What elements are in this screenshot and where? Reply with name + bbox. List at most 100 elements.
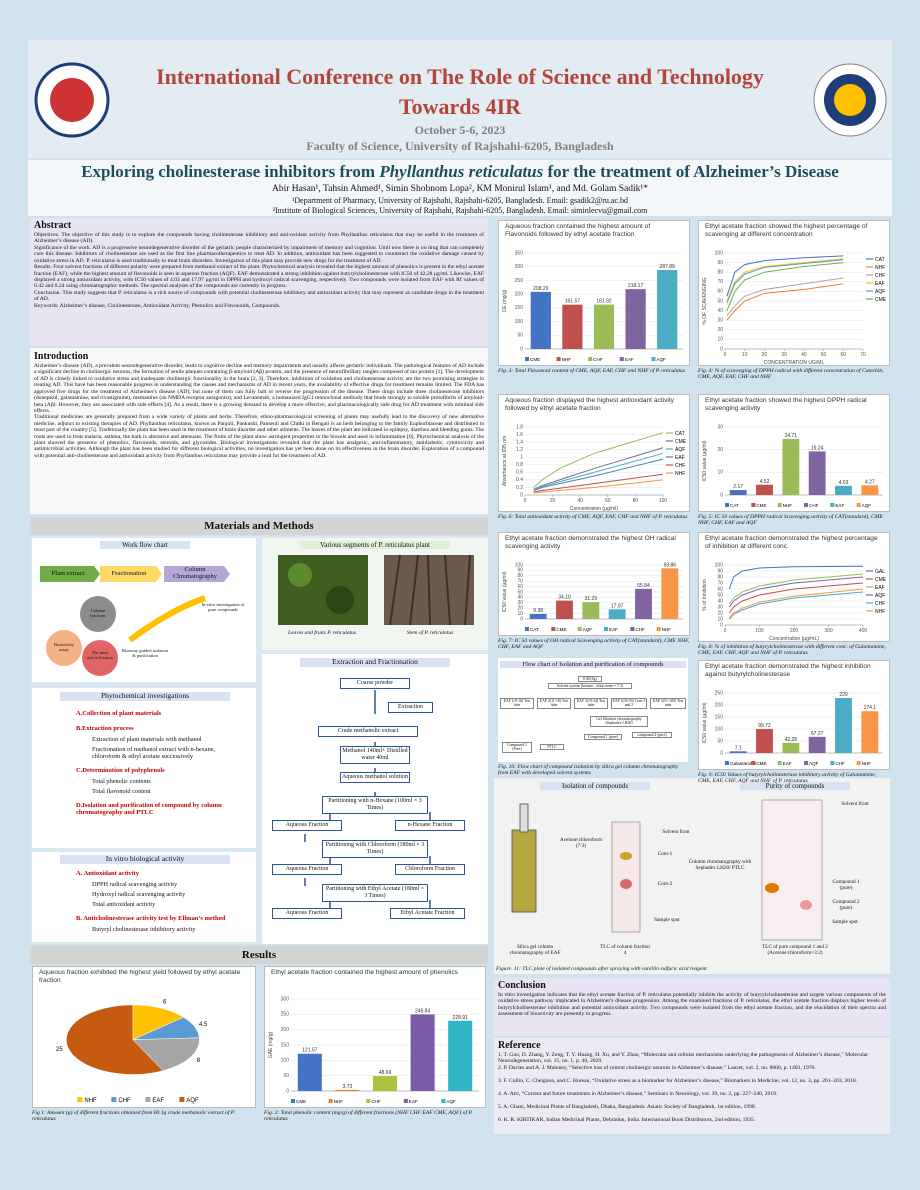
- line: [728, 573, 864, 605]
- flow-node: EAF(8g): [578, 676, 602, 683]
- list-item: Extraction of plant materials with metha…: [92, 736, 202, 743]
- data-label: 228.91: [453, 1015, 469, 1021]
- flow-node: EAF 5(51-100) Test tube: [650, 698, 686, 709]
- legend-label: AQF: [675, 447, 685, 453]
- flow-node: Ethyl Acetate Fraction: [390, 908, 465, 919]
- photo: [288, 563, 312, 587]
- bar: [335, 1089, 360, 1091]
- flow-node: Methanol 140ml+ Distilled water 40ml: [340, 746, 410, 764]
- legend-label: EAF: [409, 1099, 418, 1104]
- legend-swatch: [291, 1099, 295, 1103]
- reference: 3. F. Collin, C. Cheignon, and C. Hureau…: [498, 1078, 858, 1084]
- flow-node: Compound 1 (pure): [584, 734, 622, 741]
- photo-caption: Leaves and fruits P. reticulatus: [288, 630, 356, 636]
- legend-label: CHF: [118, 1098, 131, 1104]
- y-tick-label: 100: [715, 250, 724, 256]
- data-label: 2.17: [733, 484, 743, 490]
- cycle-label: The most active fraction: [87, 650, 113, 661]
- flow-node: Gel filtration chromatography (Sephadex …: [590, 716, 648, 727]
- legend-label: CHF: [635, 627, 645, 632]
- y-tick-label: 20: [717, 447, 723, 453]
- data-label: 93.86: [664, 562, 677, 568]
- legend-label: NHF: [662, 627, 672, 632]
- legend-label: NHF: [875, 609, 885, 615]
- figure-title: Ethyl acetate fraction demonstrated the …: [705, 535, 878, 550]
- data-label: 48.69: [379, 1070, 392, 1076]
- label: Com-2: [657, 881, 673, 887]
- caption: Fig. 5: IC 50 values of DPPH radical Sca…: [698, 514, 883, 527]
- y-axis-label: CE (mg/g): [502, 289, 508, 312]
- figure-title: Aqueous fraction contained the highest a…: [505, 223, 651, 238]
- data-label: 42.28: [785, 737, 798, 743]
- x-tick-label: 20: [762, 352, 768, 358]
- line: [533, 458, 664, 491]
- line: [533, 432, 664, 488]
- data-label: 55.84: [637, 583, 650, 589]
- legend-label: AQF: [186, 1098, 199, 1104]
- legend-swatch: [366, 1099, 371, 1103]
- panel-title: Phytochemical investigations: [60, 691, 230, 701]
- label: TLC of pure compound 1 and 2 (Acetone:ch…: [762, 944, 828, 956]
- gear: [82, 640, 118, 676]
- bar: [529, 613, 547, 619]
- legend-swatch: [551, 627, 556, 631]
- legend-label: EAF: [875, 281, 885, 287]
- reference: 4. A. Atri, “Current and future treatmen…: [498, 1091, 778, 1097]
- paragraph: Traditional medicines are generally prep…: [34, 414, 484, 459]
- data-label: 121.57: [302, 1048, 318, 1054]
- poster-title: Exploring cholinesterase inhibitors from…: [40, 162, 880, 182]
- data-label: 6: [163, 999, 167, 1005]
- y-tick-label: 0: [720, 492, 723, 498]
- references-panel: [494, 1038, 890, 1134]
- bar: [530, 291, 551, 349]
- data-label: 19.24: [811, 445, 824, 451]
- chart: 6 4.5 8 25 NHF CHF EAF AQF: [56, 999, 208, 1104]
- y-tick-label: 90: [517, 568, 523, 574]
- x-tick-label: 30: [781, 352, 787, 358]
- pie-slice: [132, 1037, 200, 1072]
- photo: [326, 586, 354, 614]
- x-tick-label: 60: [841, 352, 847, 358]
- flow-node: n-Hexane Fraction: [395, 820, 465, 831]
- list-item: Total phenolic contents: [92, 778, 151, 785]
- bar: [562, 304, 583, 349]
- figure: Aqueous fraction displayed the highest a…: [498, 394, 690, 512]
- list-item: Butyryl cholinesterase inhibitory activi…: [92, 926, 196, 933]
- y-tick-label: 60: [517, 584, 523, 590]
- data-label: 4.03: [839, 480, 849, 486]
- title-part: Phyllanthus reticulatus: [379, 162, 544, 181]
- step: [164, 566, 230, 582]
- y-tick-label: 20: [717, 610, 723, 616]
- line: [728, 576, 864, 608]
- data-label: 3.73: [343, 1084, 353, 1090]
- flow-node: Partitioning with Ethyl Acetate (180ml ×…: [322, 884, 428, 902]
- bar: [729, 490, 747, 495]
- y-tick-label: 0.4: [516, 477, 523, 483]
- data-label: 208.29: [533, 286, 549, 292]
- flow-node: Partitioning with Chloroform (180ml × 3 …: [322, 840, 428, 858]
- data-label: 218.17: [628, 283, 644, 289]
- legend-swatch: [751, 503, 756, 507]
- y-tick-label: 200: [715, 702, 724, 708]
- x-tick-label: 300: [824, 628, 833, 634]
- flow-node: PTLC: [540, 744, 564, 751]
- y-tick-label: 0: [720, 750, 723, 756]
- data-label: 174.1: [864, 705, 877, 711]
- legend-label: EAF: [625, 357, 634, 362]
- list-heading: D.Isolation and purification of compound…: [76, 802, 222, 817]
- line: [726, 283, 844, 321]
- label: Solvent front: [662, 829, 690, 835]
- reference: 5. A. Ghani, Medicinal Plants of Banglad…: [498, 1104, 757, 1110]
- bar: [782, 438, 800, 495]
- y-tick-label: 50: [717, 592, 723, 598]
- y-tick-label: 100: [515, 562, 524, 568]
- legend-swatch: [656, 627, 661, 631]
- label: Sample spot: [832, 919, 858, 925]
- figure-title: Ethyl acetate fraction showed the highes…: [705, 223, 868, 238]
- y-axis-label: IC50 value (µg/ml): [502, 571, 508, 612]
- abstract-panel: [30, 218, 488, 346]
- legend-label: AQF: [656, 357, 666, 362]
- legend-label: CAT: [530, 627, 539, 632]
- cycle-label: Column fractions: [90, 608, 106, 619]
